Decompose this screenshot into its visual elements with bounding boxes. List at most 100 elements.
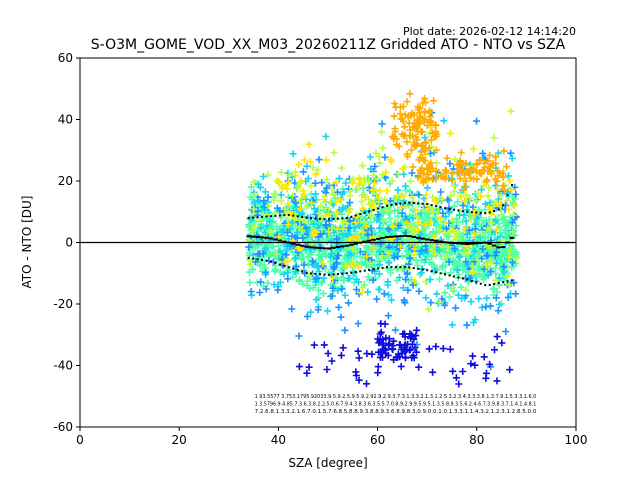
scatter-point-orange-cluster	[427, 136, 435, 144]
scatter-point-dominant-band	[295, 276, 303, 284]
scatter-point-dominant-band	[256, 261, 264, 269]
scatter-point-orange-cluster	[418, 148, 426, 156]
scatter-point-blue-band	[452, 304, 460, 312]
scatter-point-cyan-band	[422, 294, 430, 302]
scatter-point-yellow	[470, 230, 478, 238]
scatter-point-orange-cluster	[493, 177, 501, 185]
upper-envelope-dot	[475, 211, 478, 214]
scatter-point-dark-blue-low	[374, 335, 382, 343]
scatter-point-dominant-band	[273, 223, 281, 231]
scatter-point-yellow-green	[359, 162, 366, 170]
scatter-point-yellow	[493, 200, 501, 207]
scatter-point-blue-band	[292, 199, 300, 207]
scatter-point-yellow-green	[464, 250, 472, 258]
scatter-point-cyan-band	[314, 224, 322, 231]
scatter-point-yellow-green	[451, 233, 458, 241]
scatter-point-cyan-band	[276, 278, 284, 286]
scatter-point-blue-band	[500, 263, 508, 271]
scatter-point-dominant-band	[247, 193, 255, 201]
scatter-point-orange-cluster	[437, 172, 445, 180]
scatter-point-dark-blue-low	[303, 369, 311, 377]
upper-envelope-dot	[372, 208, 375, 211]
scatter-point-dominant-band	[276, 268, 284, 276]
lower-envelope-dot	[506, 280, 509, 283]
scatter-point-orange-cluster	[392, 103, 400, 111]
scatter-point-cyan-band	[285, 235, 293, 243]
scatter-point-blue-band	[329, 284, 337, 292]
scatter-point-yellow-green	[342, 238, 350, 246]
scatter-point-cyan-band	[376, 248, 384, 256]
scatter-point-yellow-green	[366, 259, 374, 267]
scatter-point-cyan-band	[320, 274, 328, 282]
scatter-point-yellow-green	[346, 188, 354, 195]
scatter-point-dark-blue-low	[374, 369, 382, 377]
upper-envelope-dot	[511, 183, 514, 186]
lower-envelope-dot	[345, 272, 348, 275]
scatter-point-orange-cluster	[476, 156, 484, 164]
scatter-point-cyan-band	[259, 173, 267, 180]
scatter-point-yellow-green	[296, 216, 304, 224]
scatter-point-orange-cluster	[414, 128, 422, 135]
annotation-row: 7.2.6.8.1.3.3.2.1.6.7.0.1.5.7.6.8.5.8.8.…	[255, 409, 537, 415]
scatter-point-cyan-band	[284, 269, 292, 276]
scatter-point-yellow	[425, 205, 433, 213]
scatter-point-orange-cluster	[429, 175, 437, 183]
lower-envelope-dot	[439, 272, 442, 275]
scatter-point-orange-cluster	[403, 98, 411, 106]
scatter-point-dark-blue-low	[352, 368, 360, 376]
scatter-point-dark-blue-low	[452, 374, 460, 382]
scatter-point-dark-blue-low	[425, 345, 433, 353]
scatter-point-blue-band	[390, 254, 398, 262]
scatter-point-yellow	[493, 185, 501, 193]
scatter-point-yellow-green	[376, 159, 384, 167]
scatter-point-yellow-green	[503, 272, 511, 280]
scatter-point-orange-cluster	[414, 103, 422, 111]
scatter-point-orange-cluster	[391, 128, 399, 136]
scatter-point-yellow-green	[425, 305, 433, 313]
scatter-point-orange-cluster	[481, 164, 489, 172]
scatter-point-yellow	[410, 251, 418, 259]
scatter-point-yellow-green	[375, 153, 383, 161]
scatter-point-cyan-band	[385, 291, 393, 299]
scatter-point-dark-blue-low	[381, 320, 389, 328]
upper-envelope-dot	[421, 202, 424, 205]
lower-envelope-dot	[341, 272, 344, 275]
scatter-point-blue-band	[478, 255, 486, 263]
upper-envelope-dot	[327, 218, 330, 221]
scatter-point-yellow-green	[349, 175, 357, 183]
scatter-point-dominant-band	[454, 218, 462, 226]
scatter-point-yellow	[422, 191, 430, 199]
scatter-point-dominant-band	[446, 293, 453, 301]
scatter-point-dominant-band	[249, 265, 257, 273]
scatter-point-yellow-green	[277, 169, 285, 176]
scatter-point-orange-cluster	[403, 138, 411, 146]
scatter-point-blue-band	[445, 204, 453, 212]
scatter-point-cyan-band	[353, 249, 361, 257]
scatter-point-orange-cluster	[473, 160, 481, 168]
scatter-point-cyan-band	[312, 296, 320, 304]
lower-envelope-dot	[314, 272, 317, 275]
scatter-point-orange-cluster	[462, 177, 470, 185]
scatter-point-dominant-band	[407, 255, 415, 263]
scatter-point-cyan-band	[402, 182, 409, 190]
scatter-point-orange-cluster	[425, 109, 433, 117]
scatter-point-yellow-green	[449, 284, 457, 291]
scatter-point-dominant-band	[501, 258, 509, 266]
scatter-point-blue-band	[491, 252, 499, 260]
scatter-point-orange-cluster	[410, 123, 418, 131]
scatter-point-yellow-green	[448, 216, 456, 224]
scatter-point-cyan-band	[440, 117, 448, 125]
lower-envelope-dot	[319, 273, 322, 276]
scatter-point-yellow-green	[480, 182, 488, 190]
lower-envelope-dot	[363, 269, 366, 272]
scatter-point-blue-band	[254, 207, 262, 215]
scatter-point-dominant-band	[503, 229, 511, 237]
scatter-point-dark-blue-low	[354, 347, 362, 355]
upper-envelope-dot	[319, 217, 322, 220]
scatter-point-dominant-band	[480, 276, 488, 284]
scatter-point-blue-band	[384, 312, 392, 320]
lower-envelope-dot	[269, 260, 272, 263]
scatter-point-cyan-band	[366, 153, 374, 161]
scatter-point-yellow	[354, 262, 362, 270]
scatter-point-blue-band	[322, 189, 330, 197]
